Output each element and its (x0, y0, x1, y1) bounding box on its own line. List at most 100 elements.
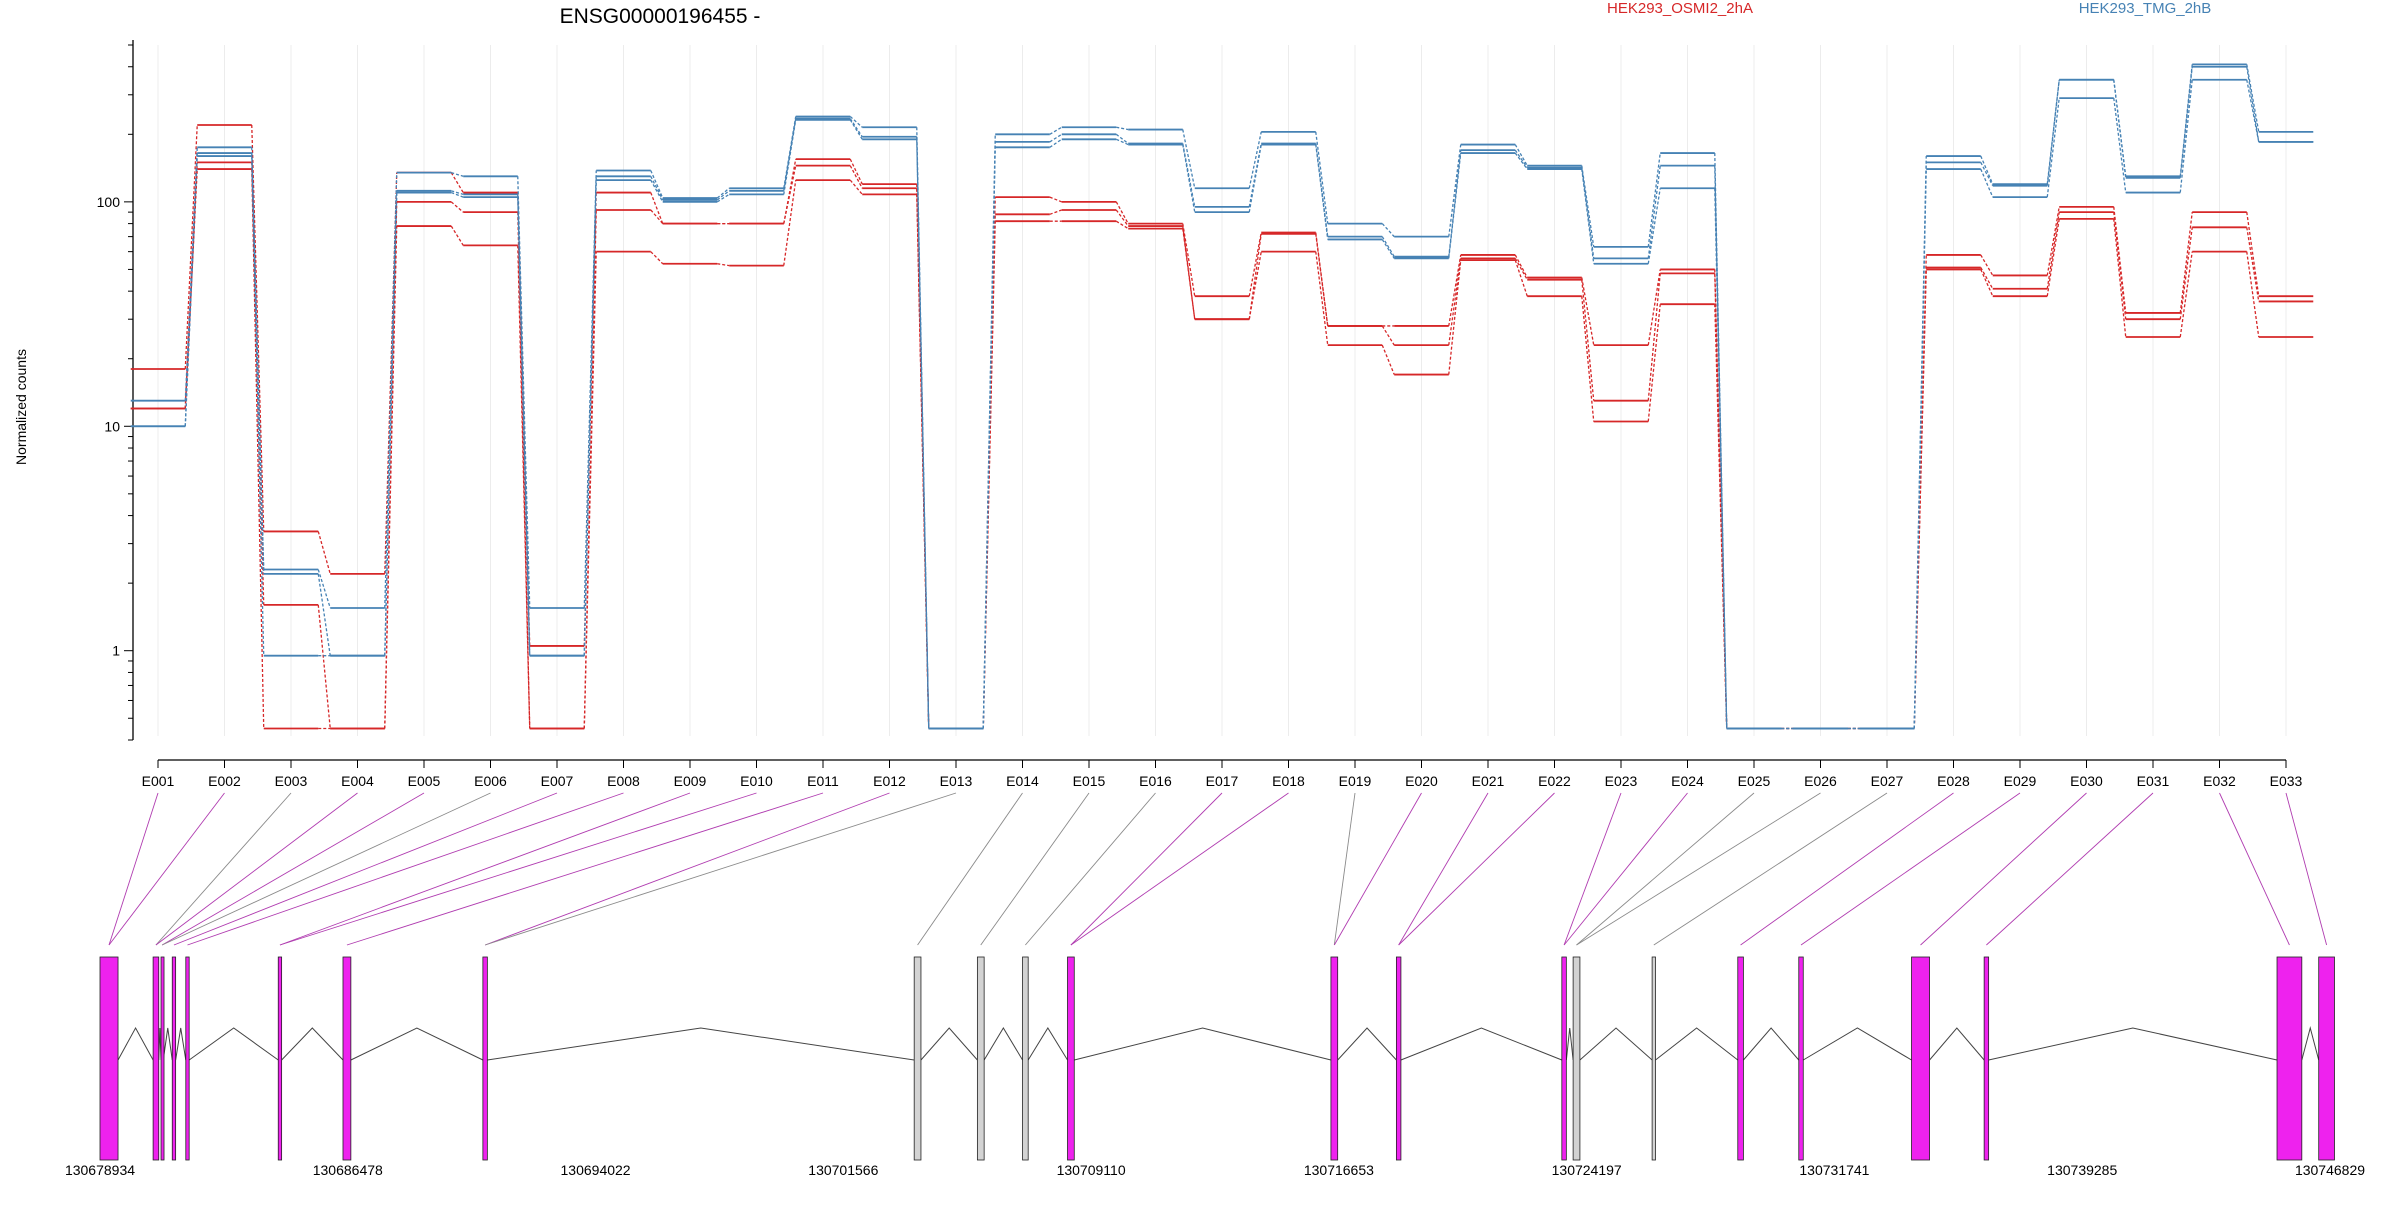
x-tick-label-e009: E009 (674, 773, 707, 789)
exon-box-18 (1737, 956, 1744, 1161)
series-connector (1448, 254, 1462, 327)
series-connector (1182, 228, 1196, 320)
series-connector (650, 209, 664, 225)
series-connector (1581, 277, 1595, 346)
series-connector (1980, 162, 1994, 187)
bin-link-e008 (187, 792, 624, 946)
series-connector (716, 190, 730, 201)
y-tick-label: 100 (97, 194, 121, 210)
series-connector (1647, 188, 1661, 264)
exon-box-8 (482, 956, 488, 1161)
series-connector (2246, 66, 2260, 143)
legend-entry-tmg: HEK293_TMG_2hB (2079, 0, 2212, 17)
plot-series (130, 63, 2314, 730)
series-connector (1647, 269, 1661, 346)
coordinate-label: 130739285 (2047, 1162, 2117, 1178)
series-connector (1248, 144, 1262, 213)
series-connector (317, 531, 331, 575)
series-connector (2113, 218, 2127, 338)
series-connector (251, 169, 265, 729)
x-tick-label-e007: E007 (541, 773, 574, 789)
x-tick-label-e021: E021 (1472, 773, 1505, 789)
series-connector (716, 193, 730, 203)
series-connector (451, 190, 464, 195)
intron-connector (1565, 1027, 1574, 1061)
series-connector (849, 179, 863, 195)
series-connector (982, 221, 996, 729)
series-connector (849, 165, 863, 189)
x-tick-label-e030: E030 (2070, 773, 2103, 789)
coordinate-label: 130746829 (2295, 1162, 2365, 1178)
intron-connector (175, 1027, 187, 1061)
series-connector (1248, 131, 1262, 189)
series-tmg-5 (130, 78, 2314, 730)
bin-link-e012 (484, 792, 890, 946)
genomic-coordinates: 130678934 130686478 130694022 130701566 1307… (65, 1162, 2365, 1178)
bin-link-e023 (1563, 792, 1622, 946)
series-connector (517, 245, 531, 729)
intron-connector (1074, 1027, 1332, 1061)
exon-box-9 (913, 956, 922, 1161)
series-connector (650, 170, 664, 199)
bin-link-e024 (1563, 792, 1688, 946)
bin-link-e033 (2285, 792, 2328, 946)
exon-box-2 (152, 956, 160, 1161)
series-connector (849, 116, 863, 128)
x-tick-label-e033: E033 (2270, 773, 2303, 789)
intron-connector (1027, 1027, 1068, 1061)
series-connector (2046, 79, 2060, 185)
exon-box-22 (2276, 956, 2303, 1161)
exon-box-23 (2318, 956, 2335, 1161)
series-connector (1581, 279, 1595, 401)
series-connector (1581, 296, 1595, 422)
bin-link-e013 (484, 792, 957, 946)
exon-box-3 (160, 956, 165, 1161)
series-connector (317, 569, 331, 609)
series-connector (2046, 206, 2060, 276)
bin-link-e016 (1025, 792, 1156, 946)
series-connector (717, 263, 730, 267)
bin-link-e032 (2219, 792, 2290, 946)
series-connector (1448, 260, 1462, 375)
gene-model (99, 956, 2335, 1161)
coordinate-label: 130709110 (1057, 1162, 1126, 1178)
series-connector (2246, 227, 2260, 302)
exon-box-11 (1022, 956, 1029, 1161)
series-connector (1182, 223, 1196, 297)
series-connector (317, 573, 331, 656)
x-tick-label-e020: E020 (1405, 773, 1438, 789)
series-connector (1514, 144, 1528, 166)
chart-title: ENSG00000196455 - (560, 5, 761, 28)
exon-box-1 (99, 956, 119, 1161)
coordinate-label: 130731741 (1799, 1162, 1869, 1178)
coordinate-label: 130701566 (808, 1162, 878, 1178)
series-connector (1647, 165, 1661, 259)
series-connector (1913, 269, 1927, 729)
series-connector (1381, 239, 1395, 259)
series-connector (1115, 133, 1129, 145)
bin-link-e002 (108, 792, 225, 946)
series-connector (2113, 212, 2127, 320)
series-connector (1714, 188, 1728, 729)
series-connector (1980, 254, 1994, 276)
series-connector (650, 192, 664, 224)
series-connector (1116, 138, 1129, 146)
series-connector (1980, 155, 1994, 185)
bin-link-e006 (161, 792, 491, 946)
x-tick-label-e001: E001 (142, 773, 175, 789)
intron-connector (1929, 1027, 1985, 1061)
series-connector (1714, 165, 1728, 729)
x-axis: E001 E002 E003 E004 E005 E006 E007 E008 E009 E010… (142, 759, 2303, 789)
x-tick-label-e026: E026 (1804, 773, 1837, 789)
exon-box-21 (1983, 956, 1990, 1161)
x-tick-label-e031: E031 (2137, 773, 2170, 789)
bin-link-e009 (279, 792, 691, 946)
bin-link-e029 (1800, 792, 2021, 946)
series-connector (1049, 133, 1063, 143)
series-connector (2046, 79, 2060, 186)
series-connector (1980, 168, 1994, 198)
bin-link-e015 (980, 792, 1090, 946)
x-tick-label-e017: E017 (1206, 773, 1239, 789)
x-tick-label-e008: E008 (607, 773, 640, 789)
bin-link-e014 (917, 792, 1023, 946)
